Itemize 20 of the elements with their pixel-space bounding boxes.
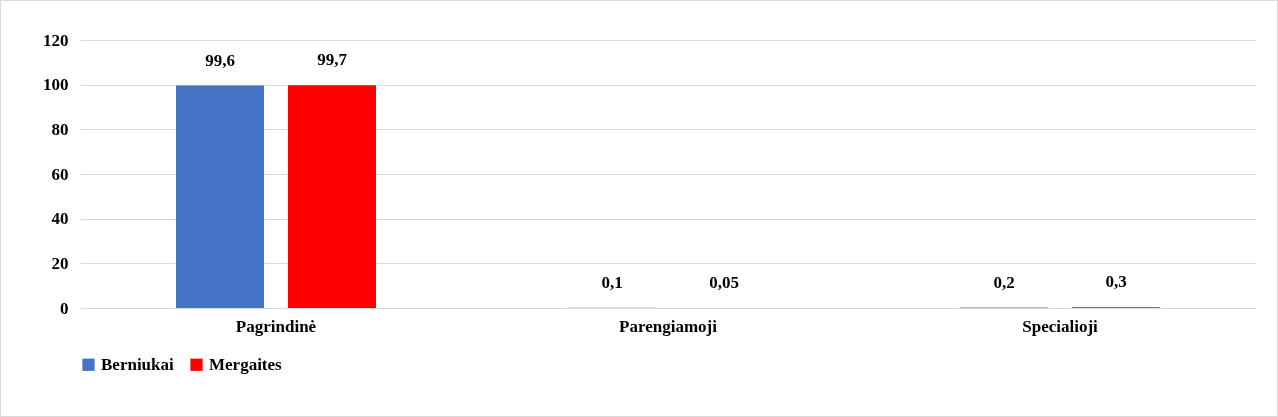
data-label: 0,05 bbox=[709, 272, 739, 292]
data-label: 0,1 bbox=[601, 272, 623, 292]
legend-label: Mergaites bbox=[209, 354, 283, 374]
x-tick-label: Pagrindinė bbox=[235, 316, 317, 336]
data-label: 99,6 bbox=[205, 50, 235, 70]
bar bbox=[287, 85, 377, 308]
legend-label: Berniukai bbox=[101, 354, 175, 374]
y-tick-label: 80 bbox=[51, 119, 69, 139]
y-tick-label: 100 bbox=[43, 75, 69, 95]
y-tick-label: 60 bbox=[51, 164, 69, 184]
y-tick-label: 40 bbox=[51, 209, 69, 229]
bar bbox=[175, 85, 265, 308]
y-tick-label: 120 bbox=[43, 30, 69, 50]
data-label: 99,7 bbox=[317, 50, 348, 70]
x-tick-label: Parengiamoji bbox=[619, 316, 718, 336]
x-tick-label: Specialioji bbox=[1022, 316, 1099, 336]
data-label: 0,3 bbox=[1105, 272, 1127, 292]
data-label: 0,2 bbox=[993, 272, 1015, 292]
y-tick-label: 0 bbox=[60, 298, 69, 318]
y-tick-label: 20 bbox=[51, 253, 69, 273]
